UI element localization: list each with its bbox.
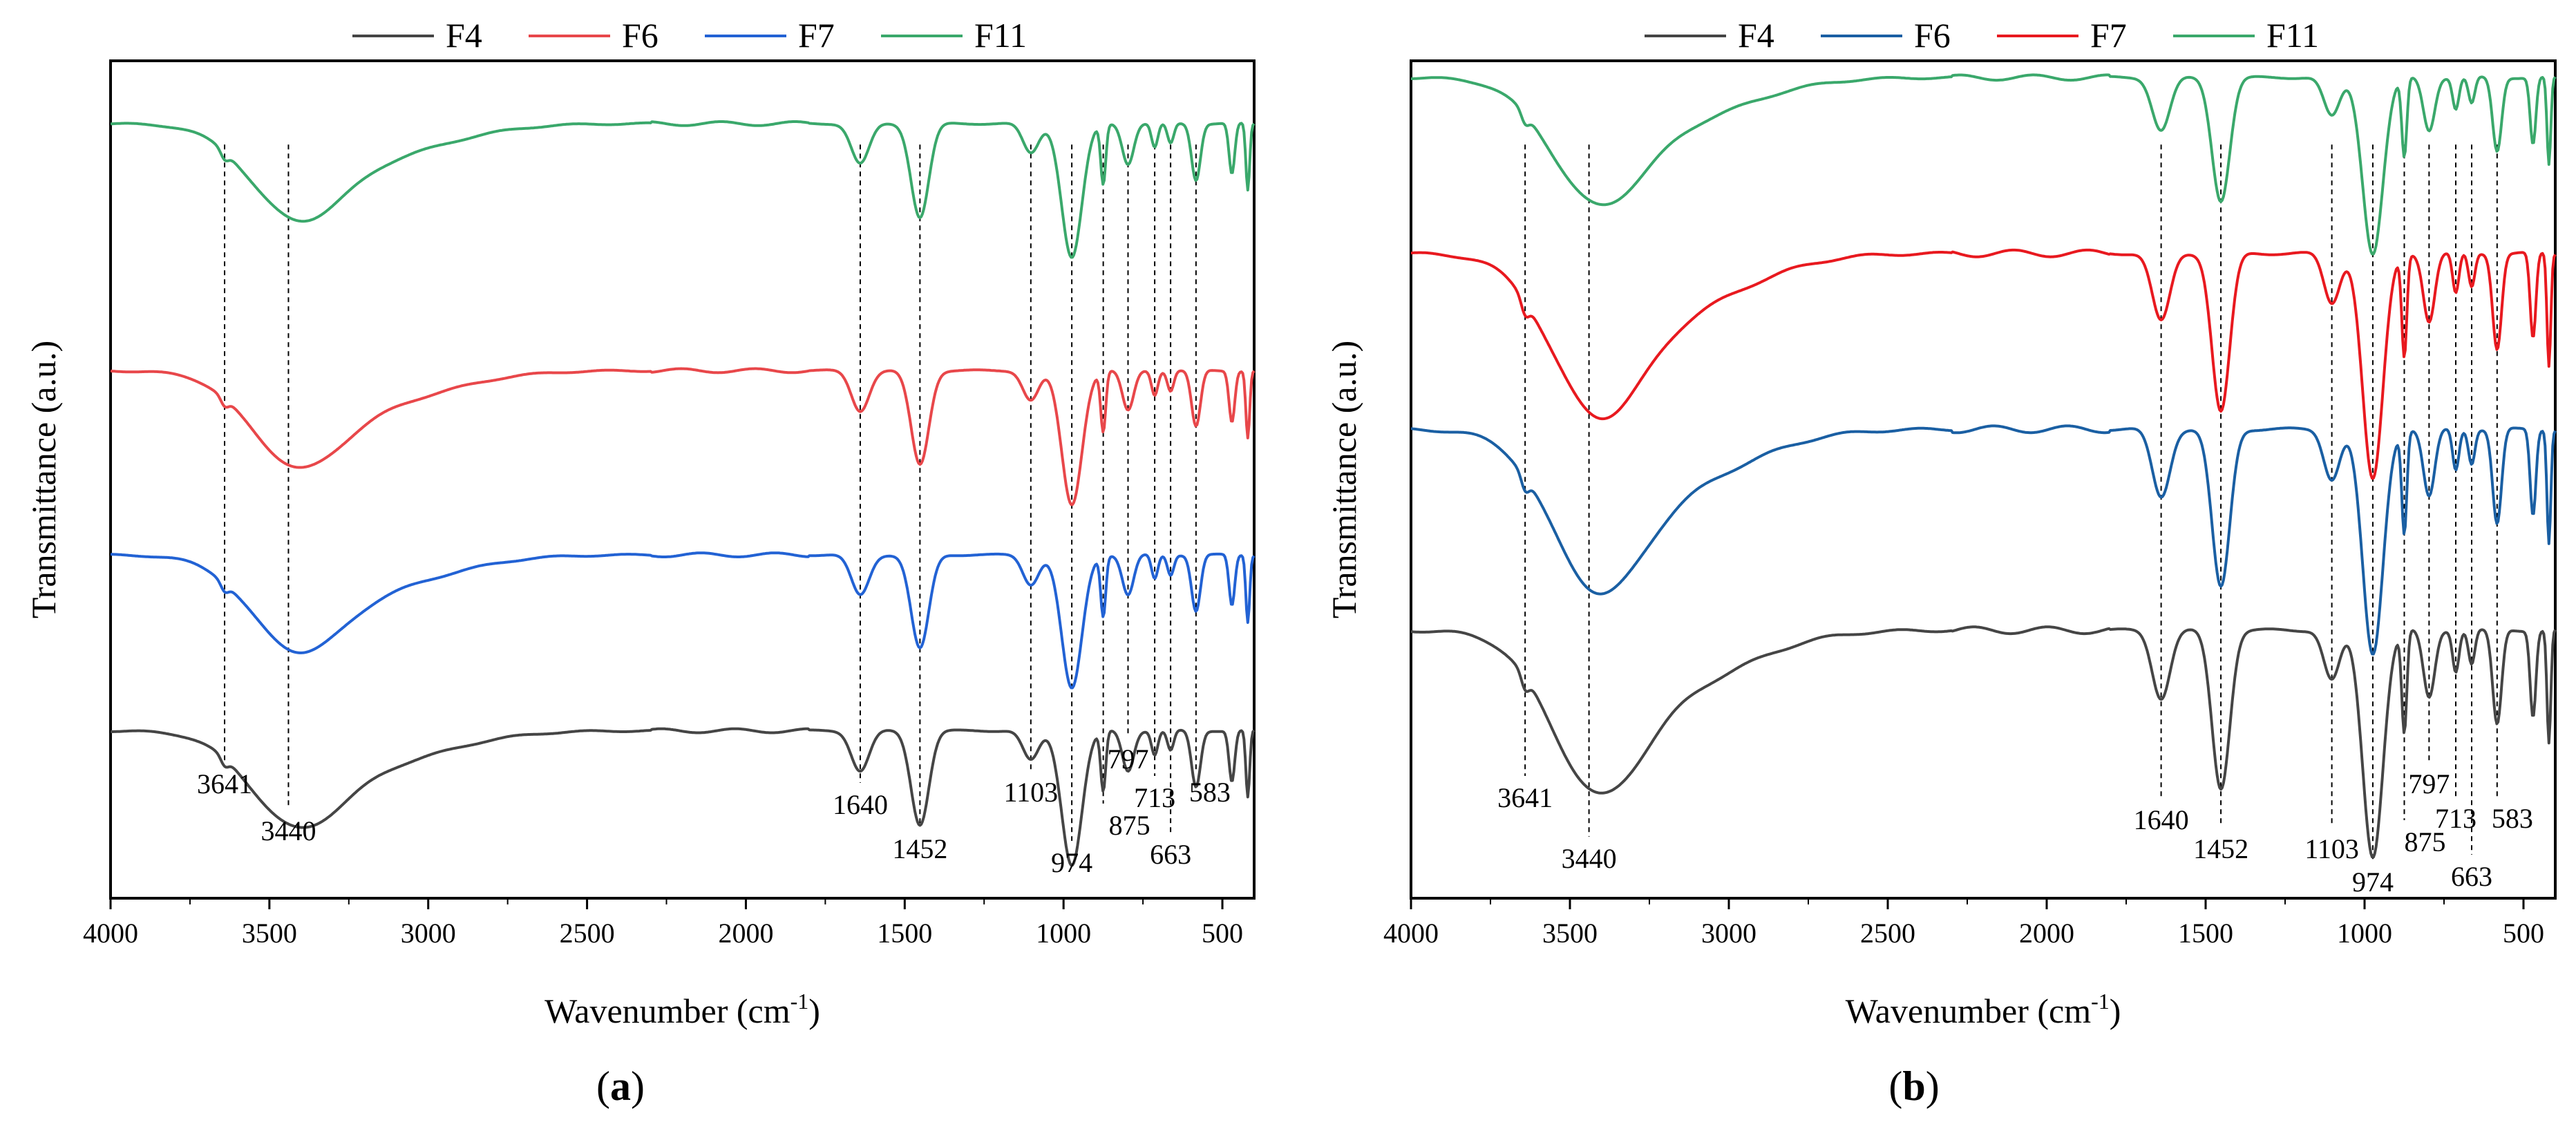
plot-frame	[109, 59, 1256, 900]
legend-label-f7: F7	[2090, 16, 2127, 55]
peak-label: 974	[2352, 866, 2394, 898]
y-axis-label: Transmittance (a.u.)	[1325, 341, 1363, 618]
x-tick-label: 3500	[1542, 918, 1598, 949]
x-tick-label: 3500	[242, 918, 297, 949]
legend-label-f11: F11	[974, 16, 1027, 55]
peak-label: 875	[2405, 826, 2446, 857]
x-tick-label: 500	[1202, 918, 1243, 949]
chart-panel-b: 4000 3500 3000 2500 2000 1500 1000 500 3641 3440 1…	[1325, 16, 2557, 1109]
peak-label: 663	[1150, 839, 1191, 870]
peak-label: 583	[1189, 777, 1231, 808]
x-tick-label: 1000	[1036, 918, 1091, 949]
peak-label: 875	[1109, 810, 1150, 841]
series-line-f6	[1410, 424, 2557, 656]
x-tick-label: 2000	[718, 918, 773, 949]
peak-label: 3641	[1497, 782, 1553, 813]
peak-guides	[1524, 144, 2498, 860]
peak-label: 1640	[833, 789, 888, 820]
x-tick-label: 3000	[401, 918, 456, 949]
peak-label: 1103	[2304, 833, 2359, 864]
peak-label: 3641	[197, 768, 252, 799]
series-line-f4	[1410, 625, 2557, 859]
legend-label-f6: F6	[1914, 16, 1951, 55]
y-axis-label: Transmittance (a.u.)	[24, 341, 63, 618]
peak-label: 713	[2435, 803, 2476, 834]
series-line-f6	[110, 367, 1256, 506]
x-tick-label: 4000	[83, 918, 138, 949]
series-line-f4	[110, 727, 1256, 867]
series-line-f7	[1410, 248, 2557, 480]
legend: F4 F6 F7 F11	[352, 16, 1027, 55]
peak-label: 1640	[2134, 804, 2189, 835]
legend-label-f11: F11	[2266, 16, 2319, 55]
peak-label: 663	[2451, 861, 2492, 892]
x-tick-label: 1500	[2178, 918, 2233, 949]
peak-label: 797	[2408, 768, 2450, 799]
peak-label: 3440	[1562, 843, 1617, 874]
series-line-f11	[1410, 73, 2557, 256]
peak-label: 1452	[892, 833, 947, 864]
panel-label: (b)	[1888, 1063, 1939, 1109]
x-tick-label: 2000	[2019, 918, 2074, 949]
peak-label: 713	[1134, 782, 1175, 813]
x-tick-label: 1500	[877, 918, 932, 949]
x-tick-label: 1000	[2337, 918, 2392, 949]
chart-panel-a: 4000 3500 3000 2500 2000 1500 1000 500 3641 3440 1…	[24, 16, 1256, 1109]
legend-label-f6: F6	[622, 16, 659, 55]
x-tick-label: 3000	[1701, 918, 1756, 949]
legend-label-f4: F4	[446, 16, 482, 55]
peak-guides	[224, 144, 1197, 841]
peak-label: 974	[1051, 847, 1092, 878]
x-axis-label: Wavenumber (cm-1)	[544, 989, 820, 1030]
peak-label: 583	[2492, 803, 2533, 834]
plot-frame	[1410, 59, 2557, 900]
peak-label: 797	[1107, 743, 1148, 775]
peak-label: 1103	[1004, 777, 1059, 808]
peak-label: 3440	[261, 815, 316, 846]
legend-label-f7: F7	[798, 16, 835, 55]
x-tick-label: 2500	[560, 918, 615, 949]
x-axis-label: Wavenumber (cm-1)	[1846, 989, 2121, 1030]
x-tick-label: 2500	[1860, 918, 1915, 949]
x-tick-label: 500	[2503, 918, 2544, 949]
series-line-f11	[110, 120, 1256, 259]
panel-label: (a)	[596, 1063, 645, 1109]
x-tick-label: 4000	[1383, 918, 1439, 949]
legend-label-f4: F4	[1738, 16, 1774, 55]
legend: F4 F6 F7 F11	[1645, 16, 2319, 55]
peak-label: 1452	[2193, 833, 2248, 864]
series-line-f7	[110, 551, 1256, 690]
